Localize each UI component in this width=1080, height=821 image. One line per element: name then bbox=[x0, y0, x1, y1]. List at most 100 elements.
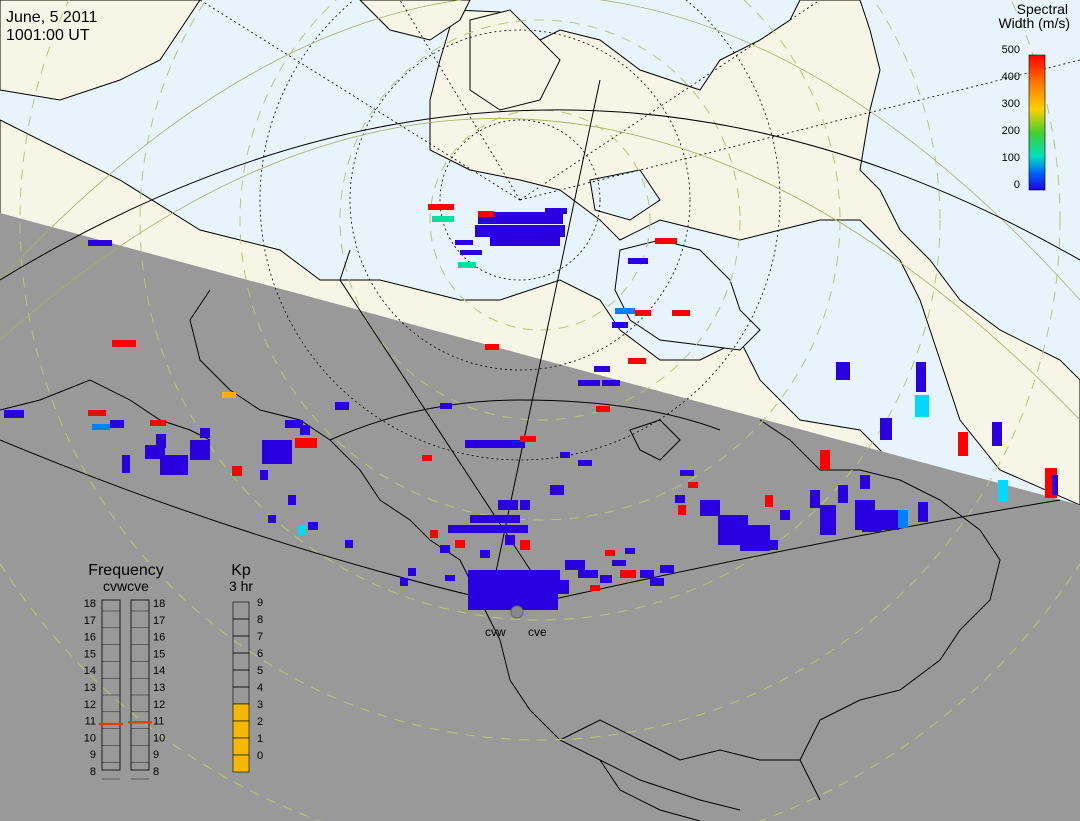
inner-water-group bbox=[589, 169, 761, 351]
scatter-cell bbox=[520, 500, 530, 510]
kp-panel: Kp 3 hr 9 8 7 6 5 4 3 2 1 0 bbox=[229, 562, 263, 773]
scatter-cell bbox=[505, 535, 515, 545]
kp-tick: 4 bbox=[257, 682, 263, 694]
scatter-cell bbox=[308, 522, 318, 530]
scatter-cell bbox=[678, 505, 686, 515]
scatter-cell bbox=[680, 470, 694, 476]
frequency-tick-right: 16 bbox=[153, 632, 165, 644]
night-terminator bbox=[0, 213, 1080, 821]
foxe-basin bbox=[589, 169, 661, 221]
scatter-cell bbox=[688, 482, 698, 488]
kp-cell bbox=[232, 754, 250, 773]
scatter-cell bbox=[640, 570, 654, 578]
frequency-tick-right: 18 bbox=[153, 598, 165, 610]
scatter-cell bbox=[222, 392, 236, 398]
scatter-cell bbox=[422, 455, 432, 461]
scatter-cell bbox=[770, 540, 778, 550]
scatter-cell bbox=[675, 495, 685, 503]
frequency-ticks: 18 18 17 17 16 16 15 15 14 14 13 13 12 12 11 11 10 10 9 9 8 8 bbox=[84, 598, 165, 780]
frequency-tick-left: 8 bbox=[90, 766, 96, 778]
scatter-cell bbox=[565, 560, 585, 570]
kp-tick: 5 bbox=[257, 665, 263, 677]
colorbar-unit: Width (m/s) bbox=[998, 15, 1070, 31]
frequency-tick-right: 10 bbox=[153, 732, 165, 744]
scatter-cell bbox=[268, 515, 276, 523]
frequency-tick-right: 13 bbox=[153, 682, 165, 694]
scatter-cell bbox=[232, 466, 242, 476]
scatter-cell bbox=[615, 308, 635, 314]
scatter-cell bbox=[578, 460, 592, 466]
north-america-east-coast bbox=[759, 419, 1001, 801]
scatter-cell bbox=[300, 425, 310, 435]
scatter-cell bbox=[628, 358, 646, 364]
frequency-tick-right: 11 bbox=[153, 716, 164, 728]
scatter-cell bbox=[260, 470, 268, 480]
kp-cell bbox=[232, 703, 250, 722]
scatter-cell bbox=[465, 440, 525, 448]
kp-title: Kp bbox=[231, 562, 251, 579]
scatter-cell bbox=[110, 420, 124, 428]
kp-tick: 9 bbox=[257, 597, 263, 609]
scatter-cell bbox=[478, 212, 563, 224]
scatter-cell bbox=[448, 525, 528, 533]
kp-tick: 0 bbox=[257, 750, 263, 762]
scatter-cell bbox=[862, 516, 882, 532]
scatter-cell bbox=[200, 428, 210, 438]
scatter-cell bbox=[122, 455, 130, 473]
frequency-cvw-bar bbox=[101, 599, 121, 771]
scatter-cell bbox=[150, 420, 166, 426]
frequency-subtitle: cvwcve bbox=[103, 578, 149, 594]
scatter-cell bbox=[520, 436, 536, 442]
scatter-cell bbox=[408, 568, 416, 576]
scatter-cell bbox=[860, 475, 870, 489]
scatter-cell bbox=[590, 585, 600, 591]
scatter-cell bbox=[428, 204, 454, 210]
scatter-cell bbox=[455, 240, 473, 245]
kp-cell bbox=[232, 737, 250, 756]
kp-tick: 6 bbox=[257, 648, 263, 660]
frequency-tick-left: 15 bbox=[84, 648, 96, 660]
scatter-cell bbox=[498, 600, 518, 610]
colorbar-tick-label: 200 bbox=[1002, 125, 1020, 137]
arctic-islands bbox=[469, 9, 561, 111]
hudson-bay bbox=[614, 239, 761, 351]
kp-cell bbox=[232, 720, 250, 739]
scatter-cell bbox=[458, 262, 476, 268]
scatter-cell bbox=[740, 525, 770, 551]
scatter-cell bbox=[998, 480, 1008, 502]
scatter-cell bbox=[440, 403, 452, 409]
frequency-tick-right: 17 bbox=[153, 615, 165, 627]
scatter-cell bbox=[298, 525, 306, 535]
scatter-cell bbox=[765, 495, 773, 507]
scatter-cell bbox=[700, 500, 720, 516]
scatter-cell bbox=[550, 485, 564, 495]
scatter-cell bbox=[672, 310, 690, 316]
colorbar-tick-label: 400 bbox=[1002, 71, 1020, 83]
date-label: June, 5 2011 bbox=[6, 9, 97, 26]
scatter-cell bbox=[190, 440, 210, 460]
scatter-cell bbox=[838, 485, 848, 503]
scatter-cell bbox=[578, 380, 600, 386]
night-coastline-group bbox=[0, 289, 1001, 821]
scatter-cell bbox=[596, 406, 610, 412]
scatter-cell bbox=[490, 236, 560, 246]
frequency-tick-right: 8 bbox=[153, 766, 159, 778]
scatter-cell bbox=[555, 580, 569, 594]
scatter-cell bbox=[836, 362, 850, 380]
scatter-cell bbox=[600, 575, 612, 583]
frequency-tick-left: 14 bbox=[84, 665, 96, 677]
scatter-cell bbox=[780, 510, 790, 520]
scatter-cell bbox=[478, 211, 494, 217]
kp-tick: 2 bbox=[257, 716, 263, 728]
scatter-cell bbox=[628, 258, 648, 264]
scatter-cell bbox=[820, 450, 830, 470]
scatter-cells bbox=[4, 204, 1058, 610]
scatter-cell bbox=[545, 208, 567, 214]
great-lakes bbox=[629, 419, 681, 461]
alaska-coast bbox=[0, 379, 211, 441]
asia-landmass bbox=[0, 0, 201, 101]
north-landmass bbox=[358, 0, 471, 41]
scatter-cell bbox=[992, 422, 1002, 446]
scatter-cell bbox=[455, 540, 465, 548]
scatter-cell bbox=[285, 420, 303, 428]
